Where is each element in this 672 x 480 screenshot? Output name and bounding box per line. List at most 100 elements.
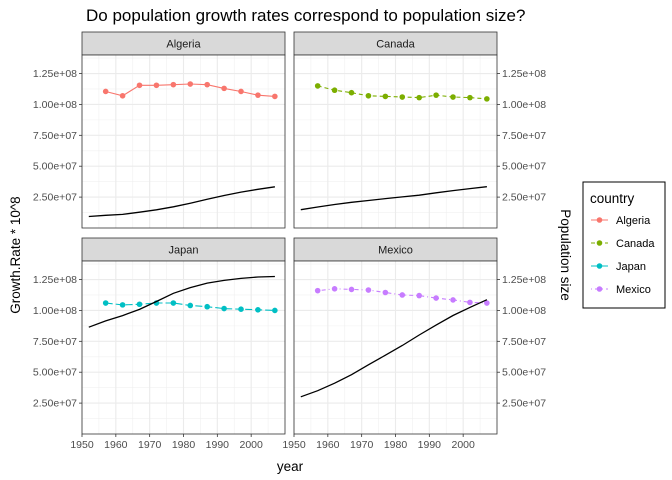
growth-point	[204, 81, 210, 88]
x-tick-label: 1960	[104, 439, 128, 451]
panel-border	[293, 54, 498, 229]
population-line-algeria	[88, 186, 275, 218]
legend-item-japan: Japan	[591, 261, 646, 273]
growth-point	[255, 92, 261, 98]
legend-label: Canada	[616, 238, 655, 250]
facet-panels: Algeria Canada Japan Mexico	[81, 31, 498, 435]
growth-point	[238, 306, 244, 312]
legend: country Algeria Canada Japan Mexico	[582, 181, 666, 309]
growth-point	[102, 300, 109, 306]
growth-point	[102, 88, 109, 95]
x-tick-label: 1950	[282, 439, 306, 451]
growth-point	[416, 94, 422, 101]
growth-point	[153, 82, 160, 89]
growth-point	[348, 89, 355, 96]
x-tick-label: 1990	[206, 439, 230, 451]
growth-point	[272, 307, 278, 314]
growth-point	[314, 287, 321, 294]
growth-point	[170, 81, 177, 88]
growth-point	[314, 83, 321, 89]
y-right-tick-label: 7.50e+07	[502, 336, 546, 348]
growth-point	[331, 87, 338, 94]
y-left-tick-label: 7.50e+07	[33, 130, 77, 142]
growth-point	[365, 287, 372, 293]
y-left-tick-label: 1.25e+08	[33, 274, 77, 286]
facet-panel-algeria: Algeria	[81, 31, 286, 229]
legend-title: country	[590, 191, 635, 206]
legend-key-point	[596, 286, 603, 292]
growth-line-mexico	[317, 288, 487, 304]
growth-point	[331, 286, 338, 292]
y-left-tick-label: 1.00e+08	[33, 305, 77, 317]
growth-point	[382, 289, 389, 296]
y-left-tick-label: 7.50e+07	[33, 336, 77, 348]
growth-point	[238, 88, 244, 95]
y-right-tick-label: 1.25e+08	[502, 68, 546, 80]
growth-point	[272, 93, 278, 100]
y-left-tick-label: 5.00e+07	[33, 367, 77, 379]
y-left-tick-label: 2.50e+07	[33, 398, 77, 410]
legend-label: Algeria	[616, 215, 651, 227]
growth-point	[484, 300, 490, 306]
x-tick-label: 1980	[172, 439, 196, 451]
x-tick-label: 1970	[350, 439, 374, 451]
growth-point	[187, 81, 194, 87]
growth-point	[433, 92, 439, 98]
legend-key-point	[596, 263, 603, 269]
growth-point	[187, 302, 194, 309]
y-left-tick-label: 1.25e+08	[33, 68, 77, 80]
facet-strip-label: Canada	[376, 39, 415, 51]
y-right-tick-label: 5.00e+07	[502, 161, 546, 173]
y-right-tick-label: 5.00e+07	[502, 367, 546, 379]
legend-label: Mexico	[616, 284, 651, 296]
legend-item-canada: Canada	[591, 238, 655, 250]
growth-point	[484, 96, 490, 102]
growth-point	[119, 92, 126, 99]
y-axis-left-title: Growth.Rate * 10^8	[8, 196, 23, 313]
x-tick-label: 2000	[451, 439, 475, 451]
x-tick-label: 1950	[70, 439, 94, 451]
y-right-tick-label: 1.00e+08	[502, 99, 546, 111]
growth-point	[348, 286, 355, 293]
growth-point	[365, 92, 372, 99]
facet-strip-label: Japan	[169, 245, 199, 257]
panel-border	[81, 54, 286, 229]
growth-point	[204, 303, 210, 310]
growth-point	[416, 292, 422, 299]
growth-point	[450, 297, 456, 303]
legend-key-point	[596, 217, 603, 223]
facet-strip-label: Mexico	[378, 245, 413, 257]
x-tick-label: 2000	[239, 439, 263, 451]
legend-box	[582, 181, 666, 309]
x-tick-label: 1970	[138, 439, 162, 451]
chart-title: Do population growth rates correspond to…	[86, 6, 525, 25]
growth-point	[221, 85, 227, 92]
growth-point	[255, 307, 261, 313]
growth-point	[399, 292, 406, 298]
legend-items: Algeria Canada Japan Mexico	[591, 215, 655, 296]
legend-key-point	[596, 240, 603, 246]
legend-label: Japan	[616, 261, 646, 273]
y-left-tick-label: 2.50e+07	[33, 192, 77, 204]
population-line-canada	[300, 186, 487, 211]
y-left-tick-label: 5.00e+07	[33, 161, 77, 173]
x-tick-label: 1960	[316, 439, 340, 451]
facet-panel-mexico: Mexico	[293, 237, 498, 435]
y-right-tick-label: 1.25e+08	[502, 274, 546, 286]
growth-point	[467, 94, 473, 101]
growth-point	[119, 302, 126, 308]
population-line-japan	[88, 275, 275, 328]
x-tick-label: 1990	[418, 439, 442, 451]
growth-point	[467, 299, 473, 306]
facet-panel-canada: Canada	[293, 31, 498, 229]
axes: 2.50e+07 5.00e+07 7.50e+07 1.00e+08 1.25e+08…	[33, 68, 546, 451]
facet-strip-label: Algeria	[166, 39, 201, 51]
population-line-mexico	[300, 299, 488, 398]
facet-panel-japan: Japan	[81, 237, 286, 435]
y-right-tick-label: 1.00e+08	[502, 305, 546, 317]
y-right-tick-label: 2.50e+07	[502, 192, 546, 204]
growth-point	[382, 93, 389, 100]
growth-point	[433, 295, 439, 301]
growth-point	[221, 305, 227, 312]
